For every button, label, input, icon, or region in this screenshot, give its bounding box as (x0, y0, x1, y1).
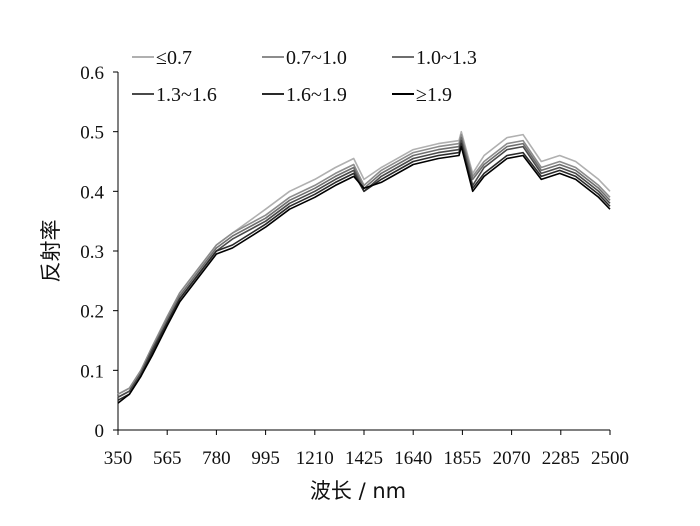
legend-label-1: 0.7~1.0 (286, 47, 347, 69)
series-line-4 (117, 142, 611, 401)
legend-label-4: 1.6~1.9 (286, 84, 347, 106)
x-tick-label: 1855 (443, 448, 481, 469)
x-axis-title: 波长 / nm (310, 479, 406, 503)
plot-lines (117, 130, 611, 404)
legend-label-5: ≥1.9 (416, 84, 452, 106)
legend-label-0: ≤0.7 (156, 47, 192, 69)
x-tick-label: 2285 (542, 448, 580, 469)
y-tick-label: 0.2 (80, 302, 104, 323)
legend-label-2: 1.0~1.3 (416, 47, 477, 69)
series-line-5 (117, 145, 611, 404)
y-axis-title: 反射率 (39, 220, 63, 283)
y-tick-label: 0.3 (80, 242, 104, 263)
legend-label-3: 1.3~1.6 (156, 84, 217, 106)
y-tick-label: 0 (95, 421, 105, 442)
x-tick-label: 1210 (296, 448, 334, 469)
y-tick-label: 0.4 (80, 182, 104, 203)
series-line-1 (117, 133, 611, 395)
y-tick-label: 0.5 (80, 123, 104, 144)
x-tick-label: 350 (104, 448, 133, 469)
y-tick-label: 0.6 (80, 63, 104, 84)
x-tick-label: 2500 (591, 448, 629, 469)
x-tick-label: 2070 (493, 448, 531, 469)
x-tick-label: 780 (202, 448, 231, 469)
x-tick-label: 565 (153, 448, 182, 469)
x-tick-label: 1425 (345, 448, 383, 469)
legend: ≤0.7 0.7~1.0 1.0~1.3 1.3~1.6 1.6~1.9 ≥1.9 (132, 47, 477, 106)
series-line-2 (117, 136, 611, 398)
y-tick-label: 0.1 (80, 361, 104, 382)
x-tick-label: 995 (251, 448, 280, 469)
axes: 350 565 780 995 1210 1425 1640 1855 2070 2285 2500… (80, 63, 629, 469)
x-tick-label: 1640 (394, 448, 432, 469)
